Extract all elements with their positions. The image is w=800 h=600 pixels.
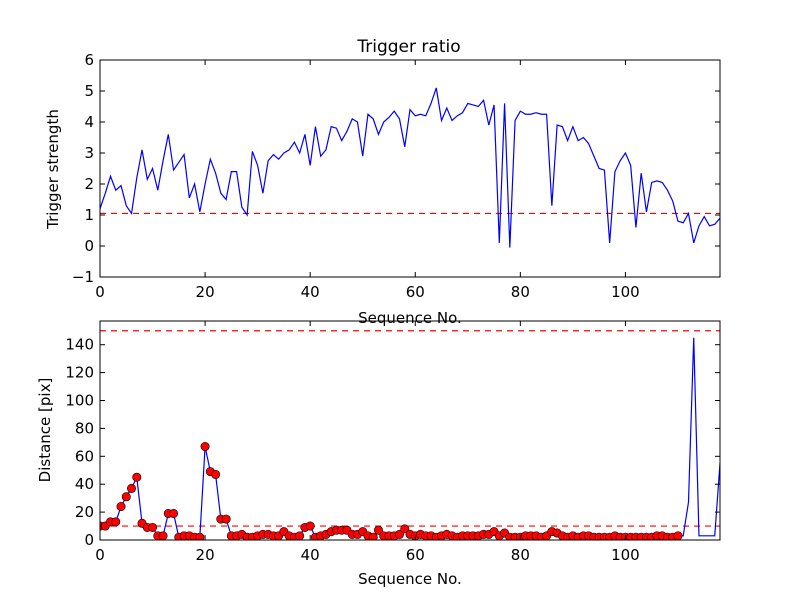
- data-point: [400, 524, 410, 534]
- y-tick-label: −1: [72, 268, 94, 286]
- x-tick-label: 20: [196, 546, 215, 564]
- data-point: [116, 502, 126, 512]
- data-point: [127, 483, 137, 493]
- bottom-plot-area: [100, 330, 720, 540]
- top-plot-area: [100, 87, 720, 248]
- x-tick-label: 0: [95, 283, 105, 301]
- bottom-y-ticks: 0 20 40 60 80 100 120 140: [65, 336, 720, 549]
- data-point: [221, 514, 231, 524]
- top-y-ticks: −1 0 1 2 3 4 5 6: [72, 51, 720, 286]
- y-tick-label: 100: [65, 392, 94, 410]
- y-tick-label: 3: [84, 144, 94, 162]
- top-axes-frame: [99, 59, 721, 278]
- data-point: [200, 442, 210, 452]
- x-tick-label: 40: [301, 546, 320, 564]
- bottom-y-axis-label: Distance [pix]: [36, 378, 54, 483]
- data-point: [373, 525, 383, 535]
- top-x-ticks: 0 20 40 60 80 100: [95, 60, 640, 301]
- data-point: [169, 508, 179, 518]
- y-tick-label: 2: [84, 175, 94, 193]
- y-tick-label: 0: [84, 237, 94, 255]
- data-point: [158, 531, 168, 540]
- y-tick-label: 20: [75, 503, 94, 521]
- x-tick-label: 60: [406, 546, 425, 564]
- data-point: [195, 532, 205, 540]
- y-tick-label: 6: [84, 51, 94, 69]
- y-tick-label: 80: [75, 419, 94, 437]
- data-point: [121, 492, 131, 502]
- x-tick-label: 100: [611, 546, 640, 564]
- data-point: [673, 531, 683, 540]
- top-y-axis-label: Trigger strength: [44, 109, 62, 230]
- bottom-subplot: 0 20 40 60 80 100 0 20 40 60 80 100 120 140 Sequence…: [36, 320, 721, 588]
- x-tick-label: 80: [511, 283, 530, 301]
- data-point: [111, 517, 121, 527]
- data-point: [368, 532, 378, 540]
- bottom-x-ticks: 0 20 40 60 80 100: [95, 321, 640, 564]
- data-point: [305, 521, 315, 531]
- x-tick-label: 40: [301, 283, 320, 301]
- bottom-axes-frame: [99, 320, 721, 541]
- y-tick-label: 1: [84, 206, 94, 224]
- x-tick-label: 80: [511, 546, 530, 564]
- y-tick-label: 5: [84, 82, 94, 100]
- data-point: [211, 469, 221, 479]
- data-point: [394, 529, 404, 539]
- x-tick-label: 60: [406, 283, 425, 301]
- x-tick-label: 0: [95, 546, 105, 564]
- x-tick-label: 100: [611, 283, 640, 301]
- top-x-axis-label: Sequence No.: [358, 309, 462, 327]
- data-point: [148, 522, 158, 532]
- bottom-x-axis-label: Sequence No.: [358, 570, 462, 588]
- y-tick-label: 4: [84, 113, 94, 131]
- data-point: [132, 472, 142, 482]
- y-tick-label: 140: [65, 336, 94, 354]
- y-tick-label: 40: [75, 475, 94, 493]
- series-line: [100, 87, 720, 248]
- y-tick-label: 120: [65, 364, 94, 382]
- series-line: [100, 337, 720, 538]
- chart-title: Trigger ratio: [356, 37, 460, 57]
- y-tick-label: 60: [75, 447, 94, 465]
- data-point: [295, 531, 305, 540]
- x-tick-label: 20: [196, 283, 215, 301]
- y-tick-label: 0: [84, 531, 94, 549]
